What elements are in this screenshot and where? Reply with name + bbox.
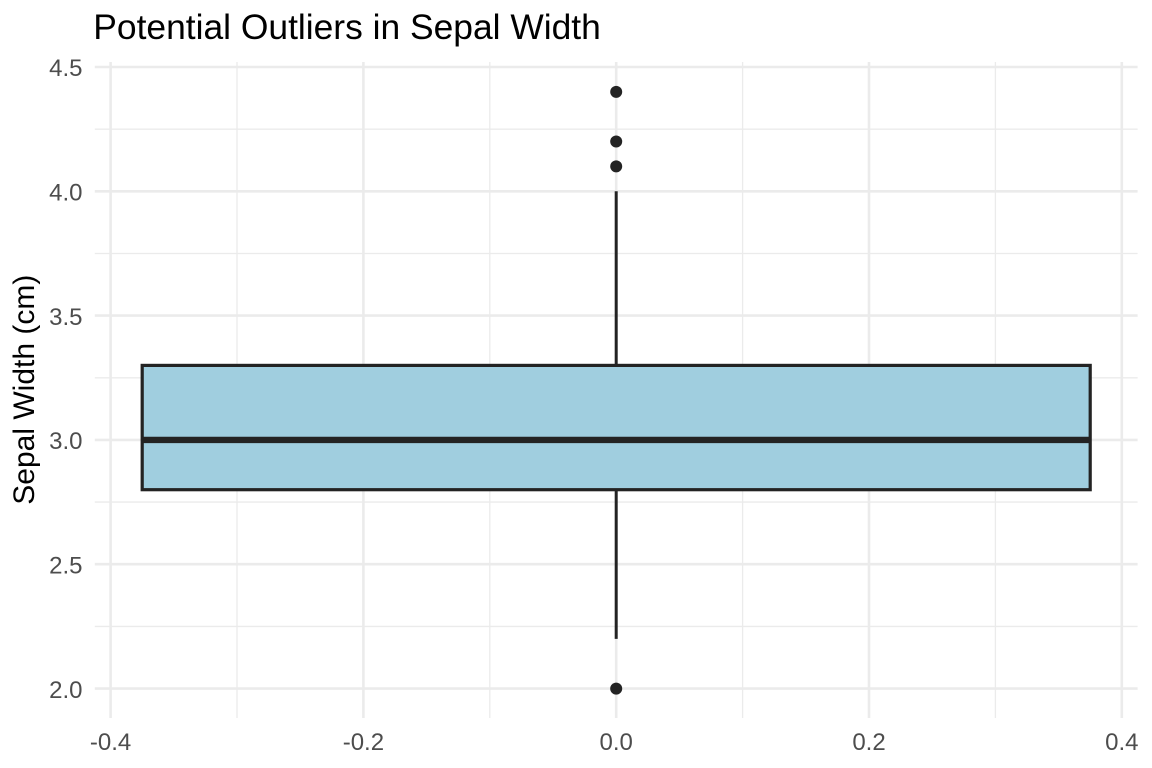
svg-text:4.5: 4.5: [49, 55, 82, 82]
svg-text:4.0: 4.0: [49, 180, 82, 207]
svg-text:Potential Outliers in Sepal Wi: Potential Outliers in Sepal Width: [93, 7, 601, 47]
svg-text:3.5: 3.5: [49, 304, 82, 331]
svg-text:3.0: 3.0: [49, 428, 82, 455]
svg-text:-0.2: -0.2: [343, 729, 384, 756]
svg-text:2.5: 2.5: [49, 552, 82, 579]
svg-text:0.2: 0.2: [852, 729, 885, 756]
svg-text:0.4: 0.4: [1105, 729, 1138, 756]
svg-text:Sepal Width (cm): Sepal Width (cm): [8, 275, 41, 505]
svg-text:0.0: 0.0: [600, 729, 633, 756]
svg-text:-0.4: -0.4: [90, 729, 131, 756]
svg-text:2.0: 2.0: [49, 677, 82, 704]
